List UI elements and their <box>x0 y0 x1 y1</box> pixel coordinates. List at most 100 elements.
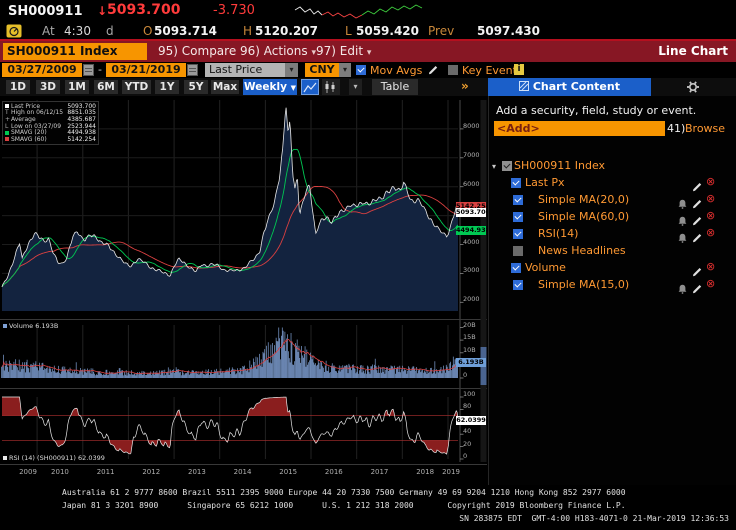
chevron-down-icon: ▾ <box>311 48 316 58</box>
chevron-down-icon[interactable]: ▾ <box>492 162 497 171</box>
legend-row: SMAVG (60) 5142.254 <box>5 136 96 143</box>
legend-row: T High on 06/12/15 8851.035 <box>5 109 96 116</box>
mov-avgs-checkbox[interactable] <box>356 65 366 75</box>
alert-bell-icon[interactable] <box>678 211 687 230</box>
edit-menu[interactable]: 97) Edit ▾ <box>316 44 371 58</box>
key-events-checkbox[interactable] <box>448 65 458 75</box>
x-axis-year-2009: 2009 <box>19 468 37 476</box>
status-delayed-flag: d <box>106 24 114 38</box>
delete-icon[interactable]: ⊗ <box>706 226 716 239</box>
security-title-box[interactable]: SH000911 Index <box>3 43 147 60</box>
status-at-label: At <box>42 24 55 38</box>
simple-ma-20-0--checkbox[interactable] <box>513 195 523 205</box>
delete-icon[interactable]: ⊗ <box>706 209 716 222</box>
chart-type-caret-button[interactable]: ▾ <box>349 79 362 95</box>
pencil-icon[interactable] <box>692 194 702 213</box>
axis-price-tag: 62.0399 <box>456 416 486 426</box>
range-button-1y[interactable]: 1Y <box>155 80 179 94</box>
tree-row-simple-ma-15-0-[interactable]: Simple MA(15,0) ⊗ <box>489 277 736 294</box>
sh000911-index-checkbox[interactable] <box>502 161 512 171</box>
actions-menu[interactable]: 96) Actions ▾ <box>240 44 316 58</box>
range-button-max[interactable]: Max <box>211 80 239 94</box>
tree-item-label: News Headlines <box>538 244 626 257</box>
tree-row-rsi-14-[interactable]: RSI(14) ⊗ <box>489 226 736 243</box>
volume-axis-tick: 10B <box>463 345 476 354</box>
compare-menu[interactable]: 95) Compare <box>158 44 236 58</box>
footer-contacts-line2: Japan 81 3 3201 8900 Singapore 65 6212 1… <box>62 501 626 510</box>
tree-row-last-px[interactable]: Last Px ⊗ <box>489 175 736 192</box>
expand-chevrons-button[interactable]: » <box>461 79 469 93</box>
tab-chart-content[interactable]: Chart Content <box>488 78 651 96</box>
pencil-icon[interactable] <box>692 228 702 247</box>
legend-marker <box>5 130 9 135</box>
volume-ma15-line <box>1 338 459 374</box>
volume-checkbox[interactable] <box>511 263 521 273</box>
smavg60-line <box>1 185 459 288</box>
currency-dropdown[interactable]: CNY <box>305 63 339 77</box>
simple-ma-60-0--checkbox[interactable] <box>513 212 523 222</box>
chevron-down-icon: ▼ <box>290 84 296 92</box>
calendar-icon[interactable] <box>187 64 198 76</box>
range-button-ytd[interactable]: YTD <box>122 80 151 94</box>
browse-link[interactable]: Browse <box>685 122 726 135</box>
tree-item-label: Simple MA(15,0) <box>538 278 630 291</box>
price-field-dropdown[interactable]: Last Price <box>205 63 289 77</box>
gear-icon[interactable] <box>686 80 700 94</box>
legend-label: Low on 03/27/09 <box>11 122 62 130</box>
line-chart-type-button[interactable] <box>301 79 319 95</box>
news-headlines-checkbox[interactable] <box>513 246 523 256</box>
date-to-input[interactable]: 03/21/2019 <box>106 63 186 77</box>
range-button-5y[interactable]: 5Y <box>184 80 208 94</box>
key-events-label: Key Events <box>462 64 523 77</box>
delete-icon[interactable]: ⊗ <box>706 192 716 205</box>
pencil-icon[interactable] <box>692 177 702 196</box>
x-axis-year-2012: 2012 <box>142 468 161 476</box>
pencil-icon[interactable] <box>692 279 702 298</box>
delete-icon[interactable]: ⊗ <box>706 277 716 290</box>
pencil-icon[interactable] <box>692 262 702 281</box>
last-price-line <box>1 107 459 288</box>
calendar-icon[interactable] <box>83 64 94 76</box>
range-button-3d[interactable]: 3D <box>36 80 60 94</box>
alert-bell-icon[interactable] <box>678 194 687 213</box>
tree-row-simple-ma-20-0-[interactable]: Simple MA(20,0) ⊗ <box>489 192 736 209</box>
edit-key-number: 97) <box>316 44 336 58</box>
rsi-14--checkbox[interactable] <box>513 229 523 239</box>
last-px-checkbox[interactable] <box>511 178 521 188</box>
range-button-6m[interactable]: 6M <box>94 80 118 94</box>
axis-price-tag: 5093.700 <box>456 208 491 218</box>
alert-bell-icon[interactable] <box>678 279 687 298</box>
price-panel <box>1 107 459 311</box>
info-icon[interactable]: i <box>514 64 524 75</box>
rsi-panel-legend: RSI (14) (SH000911) 62.0399 <box>3 454 105 462</box>
tree-row-simple-ma-60-0-[interactable]: Simple MA(60,0) ⊗ <box>489 209 736 226</box>
tree-row-sh000911-index[interactable]: ▾ SH000911 Index <box>489 158 736 174</box>
table-button[interactable]: Table <box>372 79 418 95</box>
chart-content-panel: Add a security, field, study or event. <… <box>488 96 736 485</box>
range-button-1m[interactable]: 1M <box>65 80 89 94</box>
price-axis-tick: 2000 <box>463 295 480 304</box>
legend-value: 5142.254 <box>67 135 96 143</box>
tree-row-volume[interactable]: Volume ⊗ <box>489 260 736 277</box>
low-label: L <box>345 24 352 38</box>
range-button-1d[interactable]: 1D <box>6 80 30 94</box>
chevron-down-icon[interactable]: ▾ <box>285 63 298 77</box>
mov-avgs-label: Mov Avgs <box>370 64 423 77</box>
alert-bell-icon[interactable] <box>678 228 687 247</box>
period-dropdown[interactable]: Weekly ▼ <box>243 79 297 95</box>
pencil-icon[interactable] <box>428 65 438 75</box>
chart-type-label: Line Chart <box>658 44 728 58</box>
chevron-down-icon[interactable]: ▾ <box>339 63 351 77</box>
pencil-icon[interactable] <box>692 211 702 230</box>
date-from-input[interactable]: 03/27/2009 <box>2 63 82 77</box>
chart-content-icon <box>519 81 530 91</box>
delete-icon[interactable]: ⊗ <box>706 260 716 273</box>
last-price: 5093.700 <box>107 2 181 18</box>
delete-icon[interactable]: ⊗ <box>706 175 716 188</box>
simple-ma-15-0--checkbox[interactable] <box>513 280 523 290</box>
candle-chart-type-button[interactable] <box>322 79 340 95</box>
tree-row-news-headlines[interactable]: News Headlines <box>489 243 736 259</box>
tree-item-label: Simple MA(60,0) <box>538 210 630 223</box>
chart-canvas[interactable] <box>0 96 488 485</box>
add-security-input[interactable]: <Add> <box>494 121 665 136</box>
